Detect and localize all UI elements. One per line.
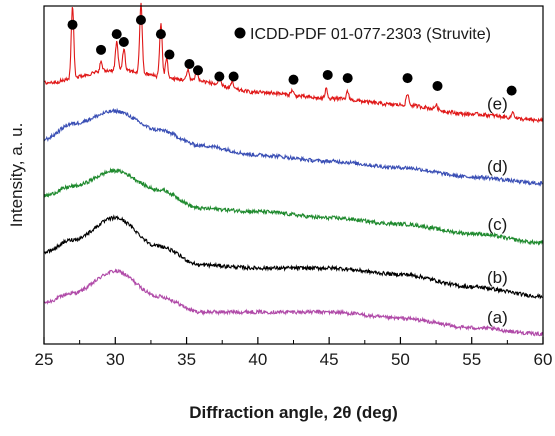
curve-label: (c) <box>487 215 507 234</box>
reference-marker <box>402 73 413 84</box>
reference-marker <box>192 65 203 76</box>
reference-marker <box>184 58 195 69</box>
x-tick-label: 40 <box>248 350 267 369</box>
reference-marker <box>67 19 78 30</box>
series-line <box>43 268 544 337</box>
plot-frame <box>43 5 544 345</box>
reference-marker <box>155 29 166 40</box>
curve-label: (d) <box>487 157 508 176</box>
x-tick-label: 55 <box>462 350 481 369</box>
y-axis-title: Intensity, a. u. <box>7 123 26 228</box>
legend-marker <box>234 27 246 39</box>
legend-label: ICDD-PDF 01-077-2303 (Struvite) <box>250 26 491 43</box>
x-tick-label: 45 <box>320 350 339 369</box>
curve-label: (a) <box>487 308 508 327</box>
x-tick-label: 30 <box>106 350 125 369</box>
reference-marker <box>342 73 353 84</box>
reference-markers-layer <box>67 15 517 96</box>
reference-marker <box>322 69 333 80</box>
reference-marker <box>135 15 146 25</box>
x-axis-title: Diffraction angle, 2θ (deg) <box>189 403 397 422</box>
reference-marker <box>96 44 107 55</box>
series-line <box>43 214 544 300</box>
curves-layer <box>43 2 544 337</box>
x-tick-label: 25 <box>35 350 54 369</box>
reference-marker <box>111 29 122 40</box>
x-tick-label: 50 <box>391 350 410 369</box>
reference-marker <box>432 80 443 91</box>
series-line <box>43 2 544 124</box>
x-axis-ticks: 25 30 35 40 45 50 55 60 <box>35 337 553 369</box>
reference-marker <box>506 85 517 96</box>
x-tick-label: 60 <box>534 350 553 369</box>
reference-marker <box>228 71 239 82</box>
legend: ICDD-PDF 01-077-2303 (Struvite) <box>234 26 491 43</box>
reference-marker <box>214 71 225 82</box>
reference-marker <box>288 74 299 85</box>
reference-marker <box>118 36 129 47</box>
curve-labels-layer: (a) (b) (c) (d) (e) <box>487 94 508 327</box>
curve-label: (e) <box>487 94 508 113</box>
curve-label: (b) <box>487 268 508 287</box>
x-tick-label: 35 <box>177 350 196 369</box>
series-line <box>43 167 544 246</box>
reference-marker <box>164 49 175 60</box>
series-line <box>43 107 544 187</box>
